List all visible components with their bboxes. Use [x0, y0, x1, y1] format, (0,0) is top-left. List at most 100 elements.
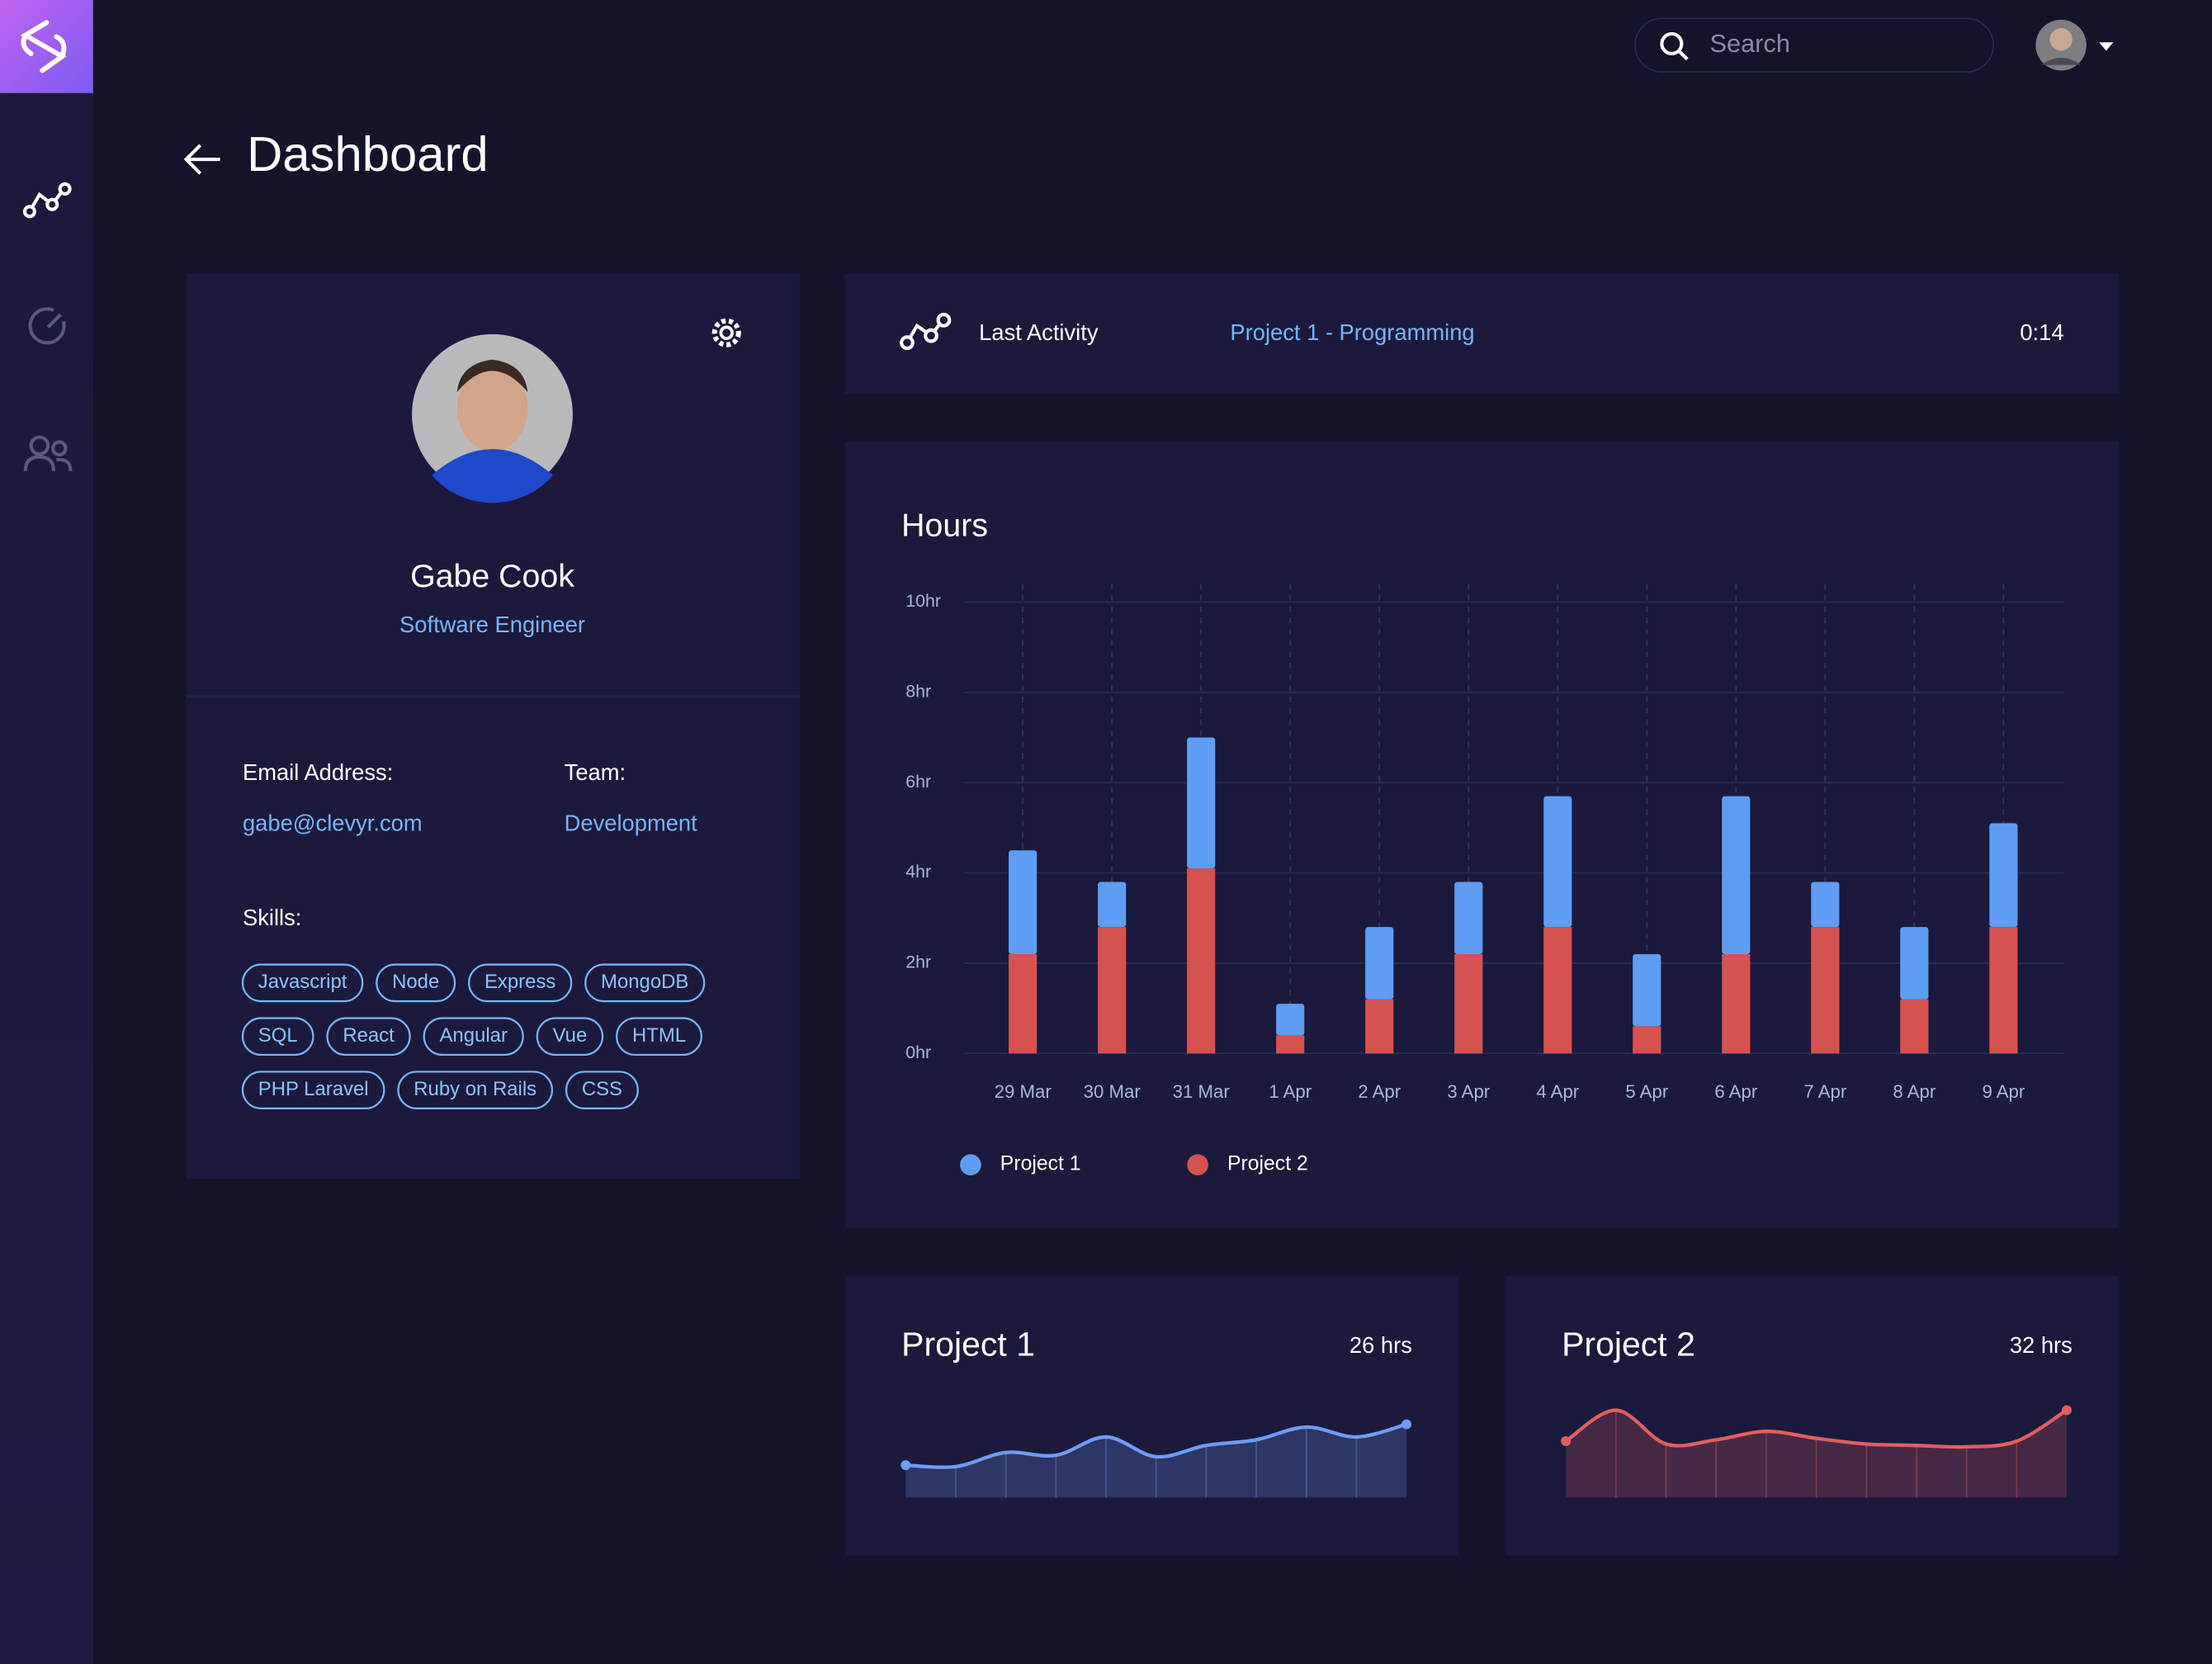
skill-text: Javascript — [258, 971, 347, 993]
x-tick-label: 29 Mar — [995, 1081, 1052, 1102]
nav-gauge[interactable] — [28, 307, 66, 345]
x-tick-label: 6 Apr — [1714, 1081, 1757, 1102]
skill-text: HTML — [632, 1024, 686, 1047]
bar-segment — [1276, 1004, 1305, 1036]
bar-segment — [1187, 868, 1216, 1054]
search-box[interactable] — [1634, 17, 1994, 73]
skill-tag: Node — [376, 963, 456, 1003]
x-tick-label: 8 Apr — [1893, 1081, 1936, 1102]
activity-icon — [900, 312, 952, 351]
bar-segment — [1811, 927, 1840, 1054]
bar-segment — [1276, 1035, 1305, 1054]
skill-pill — [423, 1017, 524, 1057]
profile-role: Software Engineer — [399, 612, 585, 637]
skill-tag: Vue — [536, 1017, 604, 1057]
bar-segment — [1633, 1026, 1661, 1054]
skill-tag: Ruby on Rails — [397, 1071, 554, 1109]
project-card — [1505, 1276, 2120, 1556]
skill-pill — [241, 963, 364, 1003]
skill-text: CSS — [582, 1078, 622, 1100]
activity-time: 0:14 — [2020, 319, 2063, 345]
skill-text: Node — [392, 971, 439, 993]
team-value: Development — [565, 811, 697, 836]
activity-label: Last Activity — [979, 319, 1099, 345]
bar-segment — [1900, 927, 1929, 1000]
sidebar — [0, 0, 93, 1664]
legend-swatch — [960, 1154, 981, 1176]
skill-text: Vue — [553, 1024, 588, 1047]
skill-text: Express — [484, 971, 555, 993]
skill-pill — [584, 963, 706, 1003]
email-label: Email Address: — [243, 759, 393, 785]
skill-tag: Angular — [423, 1017, 524, 1057]
skill-pill — [241, 1071, 385, 1109]
x-tick-label: 4 Apr — [1536, 1081, 1579, 1102]
skill-text: React — [343, 1024, 395, 1047]
area-line — [1564, 1408, 2068, 1449]
x-tick-label: 7 Apr — [1803, 1081, 1846, 1102]
skill-tag: Javascript — [241, 963, 364, 1003]
area-line — [905, 1422, 1407, 1469]
end-point — [2061, 1405, 2072, 1416]
x-tick-label: 9 Apr — [1982, 1081, 2025, 1102]
bar-segment — [1722, 796, 1751, 954]
end-point — [1561, 1436, 1572, 1447]
chart-title: Hours — [901, 507, 988, 543]
skill-tag: SQL — [241, 1017, 314, 1057]
skill-tag: React — [326, 1017, 411, 1057]
bar-segment — [1009, 850, 1037, 954]
skill-pill — [536, 1017, 604, 1057]
skill-pill — [326, 1017, 411, 1057]
bar-segment — [1098, 927, 1127, 1054]
bar-segment — [1365, 999, 1394, 1054]
card-total: 26 hrs — [1349, 1332, 1412, 1358]
bar-segment — [1989, 823, 2018, 928]
back-button[interactable] — [183, 144, 220, 175]
bar-segment — [1365, 927, 1394, 1000]
bar-segment — [1722, 953, 1751, 1054]
skill-text: SQL — [258, 1024, 298, 1047]
team-label: Team: — [565, 759, 626, 785]
x-tick-label: 2 Apr — [1358, 1081, 1401, 1102]
settings-button[interactable] — [711, 318, 741, 347]
end-point — [1401, 1419, 1412, 1430]
bar-segment — [1098, 882, 1127, 928]
end-point — [900, 1460, 911, 1471]
y-tick-label: 2hr — [905, 953, 931, 972]
x-tick-label: 30 Mar — [1084, 1081, 1141, 1102]
nav-team[interactable] — [23, 435, 73, 471]
nav-activity[interactable] — [22, 182, 72, 219]
activity-project: Project 1 - Programming — [1230, 319, 1474, 345]
card-total: 32 hrs — [2010, 1332, 2073, 1358]
skill-text: PHP Laravel — [258, 1078, 369, 1100]
user-avatar[interactable] — [2035, 19, 2087, 71]
legend-swatch — [1187, 1154, 1208, 1176]
skills-label: Skills: — [243, 905, 301, 930]
skill-pill — [565, 1071, 639, 1109]
bar-segment — [1454, 882, 1483, 954]
skill-pill — [376, 963, 456, 1003]
skill-text: MongoDB — [601, 971, 688, 993]
skill-text: Ruby on Rails — [414, 1078, 536, 1100]
skill-pill — [468, 963, 573, 1003]
skill-pill — [241, 1017, 314, 1057]
bar-segment — [1989, 927, 2018, 1054]
x-tick-label: 31 Mar — [1173, 1081, 1231, 1102]
x-tick-label: 5 Apr — [1625, 1081, 1668, 1102]
user-dropdown[interactable] — [2099, 42, 2114, 51]
legend-label: Project 1 — [1000, 1153, 1081, 1175]
y-tick-label: 0hr — [905, 1042, 931, 1062]
bar-segment — [1454, 953, 1483, 1054]
profile-name: Gabe Cook — [410, 558, 574, 594]
y-tick-label: 10hr — [905, 591, 941, 611]
search-icon — [1660, 31, 1689, 61]
page-title: Dashboard — [247, 126, 489, 182]
y-tick-label: 6hr — [905, 772, 931, 792]
x-tick-label: 3 Apr — [1447, 1081, 1490, 1102]
skills-list: Javascript Node Express MongoDB SQL React Angu… — [241, 963, 706, 1109]
bar-segment — [1187, 737, 1216, 869]
area-fill — [905, 1424, 1407, 1498]
profile-avatar — [412, 333, 573, 503]
skill-tag: CSS — [565, 1071, 639, 1109]
